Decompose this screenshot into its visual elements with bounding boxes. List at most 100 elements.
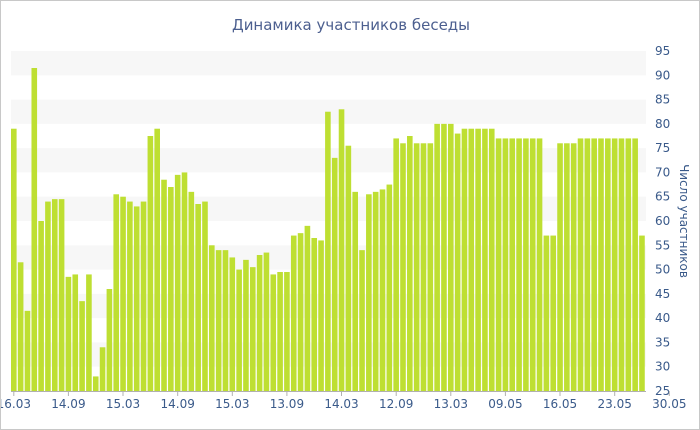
bar [174,174,181,391]
x-tick-label: 12.09 [379,397,413,411]
y-tick-label: 60 [655,214,670,228]
bar [366,194,372,391]
bar [543,235,550,391]
bar [161,179,167,391]
bar [209,245,215,391]
bar [482,128,488,391]
x-tick-label: 13.09 [270,397,304,411]
chart-title: Динамика участников беседы [232,16,470,34]
y-tick-label: 65 [655,190,670,204]
bar [461,128,468,391]
y-tick-label: 50 [655,263,670,277]
bar [140,201,147,391]
bar [611,138,618,391]
bar [516,138,522,391]
y-tick-label: 75 [655,141,670,155]
bar [577,138,584,391]
bar [564,143,570,391]
y-tick-label: 30 [655,360,670,374]
bar [263,252,270,391]
bar [65,276,72,391]
bar [45,201,51,391]
bar [304,225,311,391]
bar [359,250,365,391]
y-tick-label: 45 [655,287,670,301]
bar [127,201,133,391]
bar [236,269,242,391]
y-tick-label: 85 [655,93,670,107]
bars-group [11,68,645,392]
bar [338,109,345,391]
bar [147,136,154,391]
bar [413,143,420,391]
bar [215,250,222,391]
bar [379,189,386,391]
bar [188,191,195,391]
bar [58,199,65,391]
bar [79,301,85,391]
bar [447,123,454,392]
bar [386,184,393,391]
x-tick-label: 30.05 [652,397,686,411]
bar [222,250,229,391]
bar [86,274,92,391]
bar [270,274,277,391]
bar [570,143,577,391]
bar [249,267,256,391]
x-tick-label: 14.09 [161,397,195,411]
bar [454,133,461,391]
bar [297,233,304,391]
y-tick-label: 95 [655,44,670,58]
bar [591,138,597,391]
x-tick-label: 14.09 [51,397,85,411]
x-tick-label: 15.03 [106,397,140,411]
bar [420,143,427,391]
bar [502,138,509,391]
bar [243,259,249,391]
grid-band [11,51,646,76]
bar [557,143,563,391]
y-tick-label: 90 [655,68,670,82]
y-tick-label: 35 [655,335,670,349]
bar [31,68,38,391]
bar [113,194,120,391]
bar [195,204,201,391]
bar [277,272,283,391]
bar [38,221,44,391]
bar [72,274,79,391]
bar [598,138,604,391]
bar [331,157,338,391]
bar [536,138,543,391]
bar [434,123,440,392]
bar [468,128,475,391]
bar [509,138,516,391]
bar [550,235,557,391]
x-tick-label: 16.03 [1,397,31,411]
bar [181,172,188,391]
y-axis-ticks: 25 30 35 40 45 50 55 60 65 70 75 80 85 90 95 [655,44,670,398]
bar [106,289,113,391]
y-tick-label: 55 [655,238,670,252]
bar [632,138,638,391]
bar [427,143,434,391]
bar [605,138,611,391]
bar [17,262,24,391]
bar [407,136,413,391]
bar [168,187,174,391]
bar [311,238,318,391]
bar [24,310,31,391]
bar [372,191,379,391]
bar [99,347,106,391]
bar [495,138,502,391]
bar [400,143,406,391]
bar [256,255,263,391]
y-axis-label: Число участников [677,164,691,278]
bar [475,128,481,391]
bar [584,138,591,391]
bar [352,191,358,391]
x-tick-label: 23.05 [598,397,632,411]
bar [529,138,536,391]
bar [202,201,208,391]
